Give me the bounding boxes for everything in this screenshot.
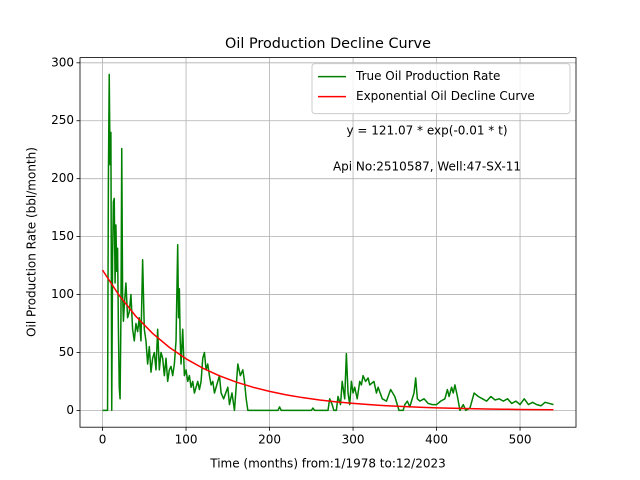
well-annotation: Api No:2510587, Well:47-SX-11 <box>333 160 521 174</box>
equation-annotation: y = 121.07 * exp(-0.01 * t) <box>346 124 507 138</box>
y-tick-label: 250 <box>51 113 74 127</box>
x-tick-label: 300 <box>342 433 365 447</box>
series-line <box>101 269 554 411</box>
y-tick-label: 300 <box>51 55 74 69</box>
y-tick-label: 50 <box>59 345 74 359</box>
x-tick-label: 100 <box>175 433 198 447</box>
legend-label: Exponential Oil Decline Curve <box>356 89 535 103</box>
y-tick-label: 150 <box>51 229 74 243</box>
grid <box>80 57 576 428</box>
legend-label: True Oil Production Rate <box>355 69 500 83</box>
axes-frame <box>79 57 577 428</box>
chart-title: Oil Production Decline Curve <box>225 36 431 52</box>
x-axis-label: Time (months) from:1/1978 to:12/2023 <box>209 457 446 471</box>
legend: True Oil Production Rate Exponential Oil … <box>311 63 571 115</box>
y-tick-label: 0 <box>66 403 74 417</box>
y-axis-label: Oil Production Rate (bbl/month) <box>25 147 39 337</box>
series-line <box>102 73 554 412</box>
x-tick-label: 200 <box>258 433 281 447</box>
x-tick-label: 0 <box>99 433 107 447</box>
y-tick-label: 100 <box>51 287 74 301</box>
y-tick-label: 200 <box>51 171 74 185</box>
x-tick-label: 400 <box>425 433 448 447</box>
plot-lines <box>101 73 554 412</box>
x-tick-label: 500 <box>509 433 532 447</box>
legend-box <box>311 63 571 115</box>
